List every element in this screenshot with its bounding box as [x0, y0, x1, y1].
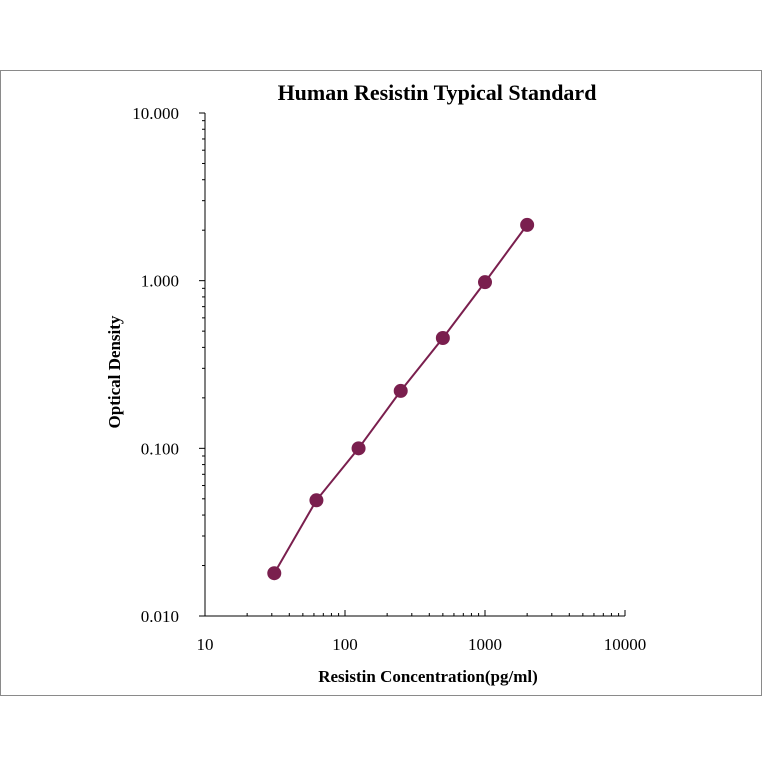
- plot-series: [267, 217, 535, 581]
- x-tick-label: 10000: [604, 635, 647, 654]
- x-tick-label: 1000: [468, 635, 502, 654]
- data-point: [393, 383, 408, 398]
- data-point: [520, 217, 535, 232]
- chart-title: Human Resistin Typical Standard: [278, 80, 597, 105]
- x-tick-label: 10: [197, 635, 214, 654]
- y-axis-label: Optical Density: [105, 315, 124, 428]
- data-point: [351, 441, 366, 456]
- x-tick-label: 100: [332, 635, 358, 654]
- y-tick-label: 10.000: [132, 104, 179, 123]
- y-ticks: 10.000 1.000 0.100 0.010: [132, 104, 205, 626]
- chart-frame: [0, 70, 762, 696]
- data-point: [478, 275, 492, 290]
- x-axis-label: Resistin Concentration(pg/ml): [318, 667, 538, 686]
- data-point: [309, 493, 324, 508]
- axes: 10.000 1.000 0.100 0.010 10 100 1000 10000: [132, 104, 646, 654]
- y-tick-label: 0.010: [141, 607, 179, 626]
- data-point: [267, 566, 282, 581]
- x-ticks: 10 100 1000 10000: [197, 610, 647, 654]
- y-tick-label: 0.100: [141, 439, 179, 458]
- data-point: [435, 331, 450, 346]
- y-tick-label: 1.000: [141, 272, 179, 291]
